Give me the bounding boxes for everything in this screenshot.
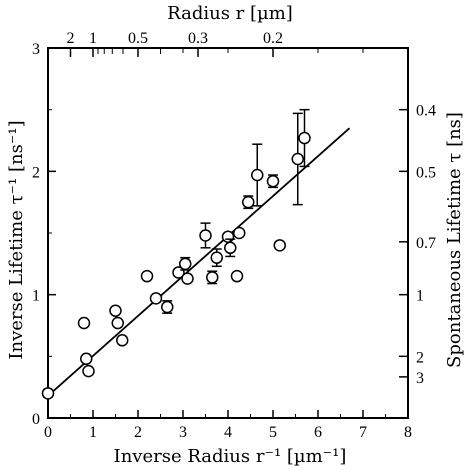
right-axis-title: Spontaneous Lifetime τ [ns] [444,112,465,368]
y-tick-label: 0 [32,411,40,428]
x-tick-label: 6 [314,424,322,441]
data-point [233,226,246,240]
data-point [116,334,129,347]
data-point [266,174,280,188]
data-point [210,251,223,264]
data-point [224,241,237,255]
data-point [291,152,304,166]
data-point [298,131,311,145]
data-point [140,269,154,283]
data-points [41,108,311,400]
data-point [273,239,286,252]
data-point [199,229,212,242]
y-tick-label: 2 [32,164,40,181]
x-tick-label: 8 [404,424,412,441]
fit-line-group [47,127,351,397]
data-point [80,352,93,366]
top-tick-label: 0.2 [263,30,283,47]
right-tick-label: 0.5 [416,164,436,181]
y-axis-title: Inverse Lifetime τ⁻¹ [ns⁻¹] [6,120,27,359]
data-point [179,257,192,271]
data-point [230,269,244,283]
data-point [109,304,122,317]
right-tick-label: 0.4 [416,103,436,120]
x-tick-label: 2 [134,424,142,441]
data-point [251,168,264,182]
x-tick-label: 0 [44,424,52,441]
data-point [41,387,55,400]
right-tick-label: 3 [416,370,424,387]
x-tick-label: 7 [359,424,367,441]
x-tick-label: 1 [89,424,97,441]
top-tick-label: 1 [89,30,97,47]
x-tick-label: 3 [179,424,187,441]
top-tick-label: 0.3 [188,30,208,47]
data-point [206,271,219,284]
y-tick-label: 3 [32,41,40,58]
right-tick-label: 1 [416,288,424,305]
top-tick-label: 0.5 [128,30,148,47]
data-point [181,272,194,285]
data-point [221,230,235,243]
data-point [161,300,174,314]
right-tick-label: 0.7 [416,235,436,252]
top-tick-label: 2 [67,30,75,47]
x-tick-label: 4 [224,424,232,441]
data-point [111,316,124,330]
right-tick-label: 2 [416,349,424,366]
data-point [77,316,91,330]
y-tick-label: 1 [32,288,40,305]
top-axis-title: Radius r [µm] [167,3,293,24]
data-point [242,195,255,209]
fit-line [47,127,351,397]
x-axis-title: Inverse Radius r⁻¹ [µm⁻¹] [114,446,347,467]
data-point [82,364,95,378]
x-tick-label: 5 [269,424,277,441]
data-point [149,292,163,305]
